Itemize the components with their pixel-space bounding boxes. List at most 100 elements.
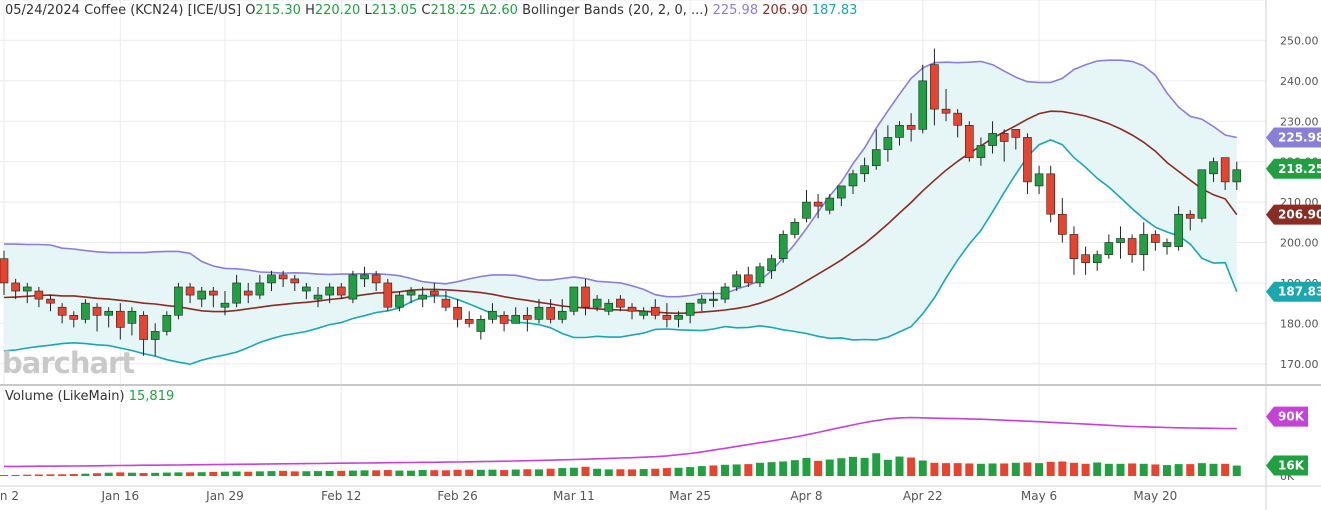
volume-bar [104, 472, 113, 476]
volume-bar [151, 472, 160, 476]
volume-bar [837, 458, 846, 476]
volume-bar [441, 470, 450, 476]
candle-body [430, 290, 439, 296]
volume-bar [628, 469, 637, 476]
volume-bar [1093, 462, 1102, 476]
volume-bar [930, 462, 939, 476]
volume-bar [802, 457, 811, 476]
candle-body [616, 298, 625, 308]
volume-bar [174, 472, 183, 476]
date-tick-label: Jan 2 [0, 489, 19, 503]
volume-bar [279, 470, 288, 476]
candle-body [11, 282, 20, 292]
candle-body [209, 290, 218, 296]
candle-body [290, 278, 300, 284]
volume-bar [639, 469, 648, 476]
volume-bar [1151, 464, 1160, 476]
volume-average-line [4, 416, 1237, 468]
volume-bar [418, 470, 427, 476]
volume-bar [244, 471, 253, 476]
volume-bar [965, 463, 974, 476]
candle-body [255, 282, 265, 296]
candle-body [1185, 213, 1195, 219]
candle-body [267, 274, 276, 284]
candle-body [139, 314, 148, 340]
bollinger-band-fill [4, 60, 1237, 365]
volume-bar [1081, 463, 1090, 476]
volume-bar [23, 474, 32, 476]
candle-body [930, 64, 939, 110]
indicator-params: (20, 2, 0, ...) [628, 3, 709, 18]
candle-body [174, 286, 183, 316]
header-symbol: Coffee (KCN24) [ICE/US] [84, 3, 242, 18]
candle-body [918, 80, 928, 130]
price-badge-bb_lower: 187.83 [1266, 281, 1321, 302]
candle-body [1104, 242, 1114, 255]
candle-body [592, 298, 602, 308]
candle-body [92, 306, 102, 316]
candle-body [825, 197, 835, 211]
candle-body [744, 274, 753, 284]
candle-body [46, 298, 55, 304]
candle-body [34, 290, 44, 300]
volume-bar [942, 463, 951, 476]
candle-body [395, 294, 404, 308]
candle-body [1162, 242, 1172, 247]
date-tick-label: Apr 22 [903, 489, 943, 503]
candle-body [941, 108, 951, 114]
candle-body [1151, 234, 1160, 243]
volume-bar [767, 462, 776, 476]
candle-body [162, 314, 172, 332]
price-tick-label: 170.00 [1280, 358, 1319, 371]
candle-body [69, 314, 79, 320]
volume-bar [1116, 463, 1125, 476]
candle-body [662, 314, 672, 320]
candle-body [802, 201, 811, 219]
volume-badge-label: 16K [1278, 458, 1305, 472]
candle-body [348, 274, 358, 300]
volume-bar [674, 467, 683, 476]
candle-body [557, 310, 567, 320]
volume-bar [918, 460, 927, 476]
volume-bar [232, 471, 241, 476]
volume-bar [325, 470, 334, 476]
volume-bar [732, 464, 741, 476]
candle-body [57, 306, 67, 316]
volume-bar [197, 472, 206, 476]
candle-body [488, 310, 497, 320]
volume-bar [697, 466, 706, 476]
volume-bar [348, 470, 357, 476]
price-tick-label: 240.00 [1280, 75, 1319, 88]
candle-body [976, 145, 986, 158]
candle-body [220, 302, 230, 308]
candle-body [813, 201, 823, 207]
candle-body [860, 165, 869, 175]
high-value: 220.20 [314, 3, 361, 18]
candle-body [1209, 161, 1218, 175]
candle-body [1220, 157, 1230, 183]
candle-body [441, 298, 451, 308]
volume-bar [209, 471, 218, 476]
candle-body [302, 286, 311, 292]
candle-body [906, 125, 916, 130]
volume-bar [1186, 464, 1195, 476]
date-tick-label: Mar 25 [669, 489, 711, 503]
candle-body [1081, 254, 1090, 264]
volume-bar [1104, 463, 1113, 476]
candle-body [1127, 238, 1137, 255]
price-badge-label: 187.83 [1278, 285, 1321, 299]
candle-body [1023, 137, 1032, 183]
volume-bar [1209, 463, 1218, 476]
volume-label: Volume [5, 389, 54, 404]
candle-body [964, 125, 974, 158]
candle-body [418, 294, 427, 300]
volume-bar [488, 469, 497, 476]
volume-bar [593, 468, 602, 476]
chart-header: 05/24/2024 Coffee (KCN24) [ICE/US] O215.… [5, 3, 857, 18]
candle-body [511, 314, 521, 324]
candle-body [767, 258, 776, 272]
volume-bar [721, 464, 730, 476]
date-tick-label: Jan 29 [205, 489, 244, 503]
volume-bar [430, 470, 439, 476]
